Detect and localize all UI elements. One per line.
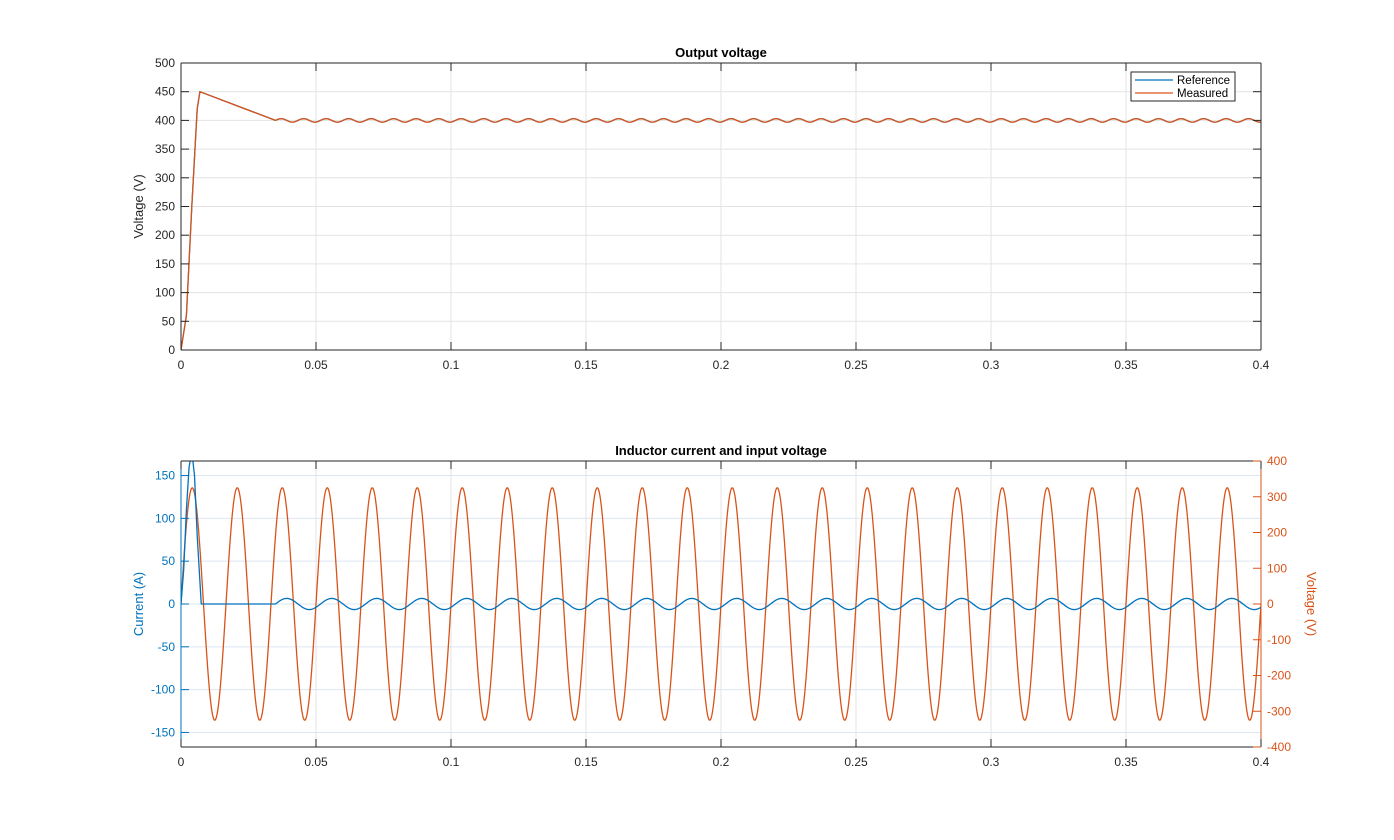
x-tick-label: 0.35: [1114, 755, 1138, 769]
y-axis-label: Current (A): [131, 572, 146, 636]
x-tick-label: 0.05: [304, 358, 328, 372]
right-y-tick-label: -100: [1267, 633, 1291, 647]
y-tick-label: 50: [162, 314, 176, 328]
y-tick-label: 50: [162, 554, 176, 568]
y-tick-label: 300: [155, 171, 175, 185]
right-y-tick-label: -300: [1267, 704, 1291, 718]
series-group: [181, 461, 1261, 721]
x-tick-label: 0.05: [304, 755, 328, 769]
series-line-input-voltage: [181, 487, 1261, 721]
x-tick-label: 0.1: [443, 358, 460, 372]
y-tick-label: -100: [151, 683, 175, 697]
x-tick-label: 0.4: [1253, 358, 1270, 372]
y-tick-label: 150: [155, 469, 175, 483]
y-tick-label: 0: [168, 343, 175, 357]
right-y-tick-label: 100: [1267, 561, 1287, 575]
right-y-tick-label: 0: [1267, 597, 1274, 611]
x-tick-label: 0.15: [574, 358, 598, 372]
right-y-tick-label: 300: [1267, 490, 1287, 504]
y-tick-label: 100: [155, 511, 175, 525]
y-tick-label: 150: [155, 257, 175, 271]
right-y-tick-label: 200: [1267, 526, 1287, 540]
x-tick-label: 0.2: [713, 358, 730, 372]
x-tick-label: 0: [178, 358, 185, 372]
right-y-axis-label: Voltage (V): [1304, 572, 1319, 636]
series-line-inductor-current: [181, 461, 1261, 611]
y-tick-label: -50: [158, 640, 176, 654]
x-tick-label: 0.35: [1114, 358, 1138, 372]
chart-title: Inductor current and input voltage: [615, 443, 827, 458]
x-tick-label: 0.4: [1253, 755, 1270, 769]
x-tick-label: 0.25: [844, 358, 868, 372]
right-y-tick-label: -400: [1267, 740, 1291, 754]
x-tick-label: 0.3: [983, 755, 1000, 769]
right-y-tick-label: -200: [1267, 669, 1291, 683]
chart-title: Output voltage: [675, 45, 767, 60]
legend-box: [1130, 71, 1236, 102]
x-tick-label: 0: [178, 755, 185, 769]
y-tick-label: 450: [155, 85, 175, 99]
x-tick-label: 0.25: [844, 755, 868, 769]
series-group: [181, 91, 1261, 350]
y-axis-label: Voltage (V): [131, 174, 146, 238]
output-voltage-axes: 0 0.05 0.1 0.15 0.2 0.25 0.3 0.35 0.4 0 50 100 150 20…: [131, 45, 1270, 372]
y-tick-label: 250: [155, 200, 175, 214]
x-tick-label: 0.3: [983, 358, 1000, 372]
legend-entry: Measured: [1177, 88, 1228, 100]
y-tick-label: 100: [155, 286, 175, 300]
y-tick-label: -150: [151, 725, 175, 739]
x-tick-label: 0.15: [574, 755, 598, 769]
legend-entry: Reference: [1177, 75, 1230, 87]
y-tick-label: 200: [155, 228, 175, 242]
x-tick-label: 0.2: [713, 755, 730, 769]
y-tick-label: 350: [155, 142, 175, 156]
series-line-measured: [181, 91, 1261, 350]
x-tick-label: 0.1: [443, 755, 460, 769]
y-tick-label: 400: [155, 113, 175, 127]
y-tick-label: 500: [155, 56, 175, 70]
inductor-current-axes: 0 0.05 0.1 0.15 0.2 0.25 0.3 0.35 0.4 -150 -100 -50…: [131, 443, 1319, 769]
right-y-tick-label: 400: [1267, 454, 1287, 468]
y-tick-label: 0: [168, 597, 175, 611]
